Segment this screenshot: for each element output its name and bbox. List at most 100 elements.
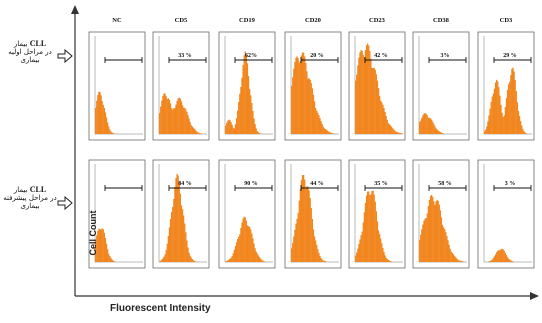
panel-r0-cd20-bar-30	[323, 128, 326, 134]
panel-r1-cd38-bar-33	[455, 257, 457, 262]
panel-r0-cd23-bar-20	[376, 80, 379, 134]
panel-r0-cd23-bar-27	[384, 111, 386, 134]
panel-r0-cd5-bar-1	[160, 106, 162, 134]
panel-r0-cd23-bar-40	[398, 132, 400, 134]
panel-r1-cd23-bar-18	[374, 201, 376, 262]
panel-r0-cd38-bar-12	[432, 121, 434, 134]
panel-r0-nc-bar-14	[110, 131, 112, 134]
panel-r1-cd5-bar-22	[183, 215, 185, 262]
panel-r1-cd19-bar-33	[261, 259, 263, 262]
panel-r1-cd5-bar-3	[162, 258, 164, 262]
panel-r0-cd23-bar-15	[371, 68, 373, 134]
panel-r0-cd3-bar-30	[516, 102, 519, 134]
y-axis-arrow	[71, 5, 79, 14]
panel-r1-cd38-bar-11	[431, 195, 433, 262]
panel-r1-cd20-bar-25	[318, 252, 320, 262]
panel-r1-nc-bar-6	[101, 228, 103, 262]
panel-r1-cd23-bar-17	[373, 194, 375, 262]
panel-r0-cd19-bar-27	[254, 124, 256, 134]
panel-r0-cd23-bar-30	[387, 123, 390, 134]
panel-r0-cd3-bar-35	[522, 128, 524, 134]
panel-r1-cd23-bar-30	[387, 259, 390, 262]
panel-r0-cd23-bar-18	[374, 69, 376, 134]
panel-r0-cd5-bar-21	[181, 105, 184, 134]
panel-r1-cd38-bar-16	[436, 199, 438, 262]
panel-r0-cd38-bar-10	[429, 118, 432, 134]
panel-r0-cd3-bar-33	[520, 121, 522, 134]
row-label-early-line3: بیماری	[20, 56, 40, 64]
panel-r1-cd23-bar-1	[356, 252, 358, 262]
panel-r1-cd20-bar-15	[307, 186, 309, 262]
panel-r1-nc-bar-1	[96, 235, 98, 262]
panel-r1-cd38-bar-23	[444, 229, 446, 262]
panel-r0-cd20-bar-15	[307, 78, 309, 134]
panel-r0-cd38-bar-14	[434, 126, 436, 134]
panel-r1-cd20-bar-4	[295, 223, 297, 262]
panel-r1-cd23-bar-22	[379, 234, 381, 262]
panel-r0-cd20-bar-10	[301, 52, 304, 134]
panel-r1-cd23-bar-3	[358, 244, 360, 262]
panel-r0-cd3-bar-4	[488, 115, 490, 134]
panel-r0-nc-bar-2	[97, 94, 99, 134]
panel-r0-cd19-bar-5	[230, 122, 232, 134]
panel-r0-cd20-bar-39	[333, 133, 335, 134]
panel-r0-cd23-bar-26	[383, 108, 385, 134]
panel-r1-cd3-bar-15	[500, 249, 502, 262]
panel-r0-cd20-bar-24	[317, 112, 319, 134]
panel-r0-cd3-bar-3	[487, 121, 489, 134]
panel-r1-cd23-bar-9	[364, 202, 367, 262]
panel-r1-cd19-bar-19	[245, 220, 248, 262]
panel-r1-cd3-bar-8	[492, 258, 495, 262]
panel-r1-cd20-bar-5	[296, 218, 298, 262]
panel-r0-cd23-bar-21	[377, 88, 380, 134]
panel-r1-cd20-bar-12	[304, 179, 306, 262]
panel-r1-cd20-bar-14	[306, 186, 308, 262]
panel-r0-cd5-bar-27	[188, 118, 190, 134]
panel-r1-cd38-bar-37	[459, 260, 461, 262]
panel-r1-cd20-bar-10	[301, 175, 304, 262]
panel-r0-cd5-bar-9	[168, 99, 171, 134]
panel-r1-cd20-bar-3	[294, 229, 296, 262]
column-header-cd19: CD19	[239, 17, 256, 24]
panel-r0-cd23-bar-33	[391, 126, 393, 134]
panel-r1-cd19-bar-8	[233, 249, 236, 262]
panel-r0-cd20-bar-18	[310, 83, 312, 134]
panel-r1-cd5-bar-20	[180, 205, 183, 262]
panel-r0-cd23-bar-13	[369, 50, 371, 135]
panel-r0-cd5-bar-17	[177, 98, 179, 134]
panel-r0-cd3-bar-2	[486, 126, 488, 134]
panel-r0-cd3-percent-label: 29 %	[503, 53, 517, 59]
panel-r1-cd3-bar-14	[499, 250, 501, 262]
panel-r1-cd19-bar-6	[231, 255, 233, 262]
panel-r1-cd38-bar-34	[456, 258, 458, 262]
panel-r1-cd5-percent-label: 84 %	[178, 181, 192, 187]
panel-r1-cd3-bar-6	[490, 260, 492, 262]
panel-r1-cd19-bar-34	[262, 260, 264, 262]
panel-r0-cd20-bar-23	[316, 110, 318, 134]
panel-r0-cd3-bar-0	[484, 131, 486, 134]
panel-r0-cd23-bar-3	[358, 57, 360, 134]
panel-r0-cd5-bar-22	[183, 107, 185, 134]
column-header-cd20: CD20	[305, 17, 321, 24]
panel-r1-cd20-bar-2	[293, 236, 295, 262]
panel-r1-cd38-bar-2	[421, 229, 423, 262]
panel-r0-cd19-bar-31	[258, 133, 261, 134]
panel-r1-cd38-bar-21	[441, 224, 444, 262]
panel-r1-cd19-bar-2	[227, 260, 229, 262]
x-axis-arrow	[530, 292, 539, 300]
panel-r0-cd5-bar-24	[185, 109, 187, 134]
panel-r1-cd5-bar-15	[175, 177, 177, 262]
panel-r0-cd19-bar-32	[259, 133, 262, 134]
panel-r1-nc-bar-12	[108, 253, 110, 262]
panel-r1-cd20-bar-24	[317, 249, 319, 262]
panel-r0-cd3-bar-15	[500, 104, 502, 134]
column-header-nc: NC	[112, 17, 122, 24]
panel-r0-cd23-bar-34	[392, 128, 394, 134]
panel-r0-cd5-bar-37	[199, 133, 201, 134]
panel-r0-cd3-bar-5	[489, 108, 491, 134]
panel-r0-cd20-bar-25	[318, 115, 320, 134]
panel-r1-cd20-bar-0	[291, 248, 293, 262]
panel-r1-cd20-bar-28	[321, 259, 323, 262]
panel-r1-cd5-bar-27	[188, 252, 190, 262]
